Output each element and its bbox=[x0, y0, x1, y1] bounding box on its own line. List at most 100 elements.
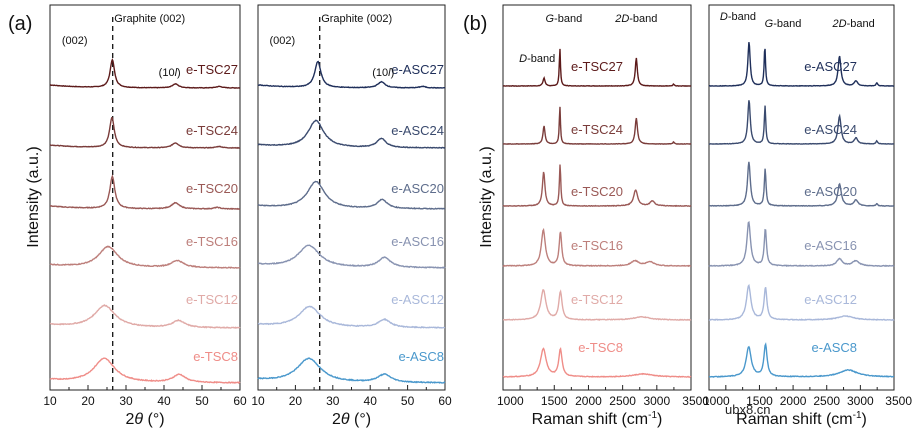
x-tick-label: 3500 bbox=[682, 394, 709, 408]
series-line-e-ASC12 bbox=[257, 305, 446, 329]
series-line-e-ASC20 bbox=[257, 180, 446, 210]
x-tick-label: 2500 bbox=[813, 394, 840, 408]
x-tick-label: 30 bbox=[326, 394, 340, 408]
series-line-e-TSC24 bbox=[502, 106, 692, 145]
d-band-annotation: D-band bbox=[519, 53, 555, 65]
series-label-e-TSC8: e-TSC8 bbox=[193, 349, 238, 364]
series-label-e-TSC20: e-TSC20 bbox=[186, 181, 238, 196]
series-line-e-ASC20 bbox=[708, 161, 895, 207]
x-axis-title: 2θ (°) bbox=[332, 411, 371, 428]
x-tick-label: 3500 bbox=[885, 394, 912, 408]
2d-band-annotation: 2D-band bbox=[832, 18, 875, 30]
x-tick-label: 60 bbox=[438, 394, 452, 408]
x-tick-label: 1000 bbox=[497, 394, 524, 408]
x-tick-label: 1500 bbox=[746, 394, 773, 408]
panel-label-b: (b) bbox=[463, 13, 487, 35]
series-label-e-TSC27: e-TSC27 bbox=[571, 59, 623, 74]
series-line-e-TSC27 bbox=[49, 58, 241, 89]
peak-10l-annotation: (10l) bbox=[372, 67, 394, 79]
series-label-e-ASC24: e-ASC24 bbox=[391, 123, 444, 138]
series-line-e-ASC12 bbox=[708, 283, 895, 321]
series-label-e-ASC27: e-ASC27 bbox=[804, 59, 857, 74]
peak-002-annotation: (002) bbox=[62, 35, 88, 47]
series-line-e-ASC27 bbox=[257, 60, 446, 89]
x-tick-label: 2000 bbox=[780, 394, 807, 408]
g-band-annotation: G-band bbox=[545, 13, 582, 25]
series-line-e-TSC8 bbox=[502, 346, 692, 378]
series-label-e-ASC16: e-ASC16 bbox=[804, 238, 857, 253]
series-label-e-TSC12: e-TSC12 bbox=[571, 292, 623, 307]
series-line-e-TSC24 bbox=[49, 116, 241, 150]
series-line-e-TSC8 bbox=[49, 357, 241, 385]
series-line-e-ASC16 bbox=[257, 244, 446, 269]
2d-band-annotation: 2D-band bbox=[614, 13, 657, 25]
series-label-e-ASC24: e-ASC24 bbox=[804, 122, 857, 137]
series-label-e-TSC24: e-TSC24 bbox=[186, 123, 238, 138]
chart-panel-2: 10 20 30 40 50 60 2θ (°) e-ASC27 e-ASC24 e-ASC20 e… bbox=[251, 4, 452, 428]
series-label-e-TSC27: e-TSC27 bbox=[186, 62, 238, 77]
series-label-e-ASC8: e-ASC8 bbox=[398, 349, 444, 364]
x-axis-title: Raman shift (cm-1) bbox=[736, 410, 867, 428]
x-axis-title: Raman shift (cm-1) bbox=[532, 410, 663, 428]
x-tick-label: 20 bbox=[289, 394, 303, 408]
series-label-e-TSC20: e-TSC20 bbox=[571, 184, 623, 199]
series-label-e-TSC16: e-TSC16 bbox=[186, 234, 238, 249]
series-line-e-ASC16 bbox=[708, 220, 895, 268]
series-label-e-ASC12: e-ASC12 bbox=[391, 292, 444, 307]
series-line-e-ASC8 bbox=[257, 357, 446, 384]
g-band-annotation: G-band bbox=[765, 18, 802, 30]
panel-label-a: (a) bbox=[8, 13, 32, 35]
series-line-e-TSC27 bbox=[502, 48, 692, 87]
x-tick-label: 20 bbox=[81, 394, 95, 408]
series-line-e-TSC12 bbox=[502, 289, 692, 322]
series-label-e-ASC12: e-ASC12 bbox=[804, 292, 857, 307]
graphite-annotation: Graphite (002) bbox=[114, 13, 185, 25]
x-tick-label: 2500 bbox=[609, 394, 636, 408]
x-tick-label: 40 bbox=[157, 394, 171, 408]
series-line-e-ASC27 bbox=[709, 42, 895, 87]
series-label-e-ASC27: e-ASC27 bbox=[391, 62, 444, 77]
series-label-e-ASC20: e-ASC20 bbox=[804, 184, 857, 199]
series-label-e-ASC20: e-ASC20 bbox=[391, 181, 444, 196]
x-tick-label: 3000 bbox=[643, 394, 670, 408]
x-tick-label: 50 bbox=[195, 394, 209, 408]
y-axis-title-a: Intensity (a.u.) bbox=[25, 146, 42, 247]
series-line-e-TSC12 bbox=[49, 304, 241, 330]
series-label-e-TSC12: e-TSC12 bbox=[186, 292, 238, 307]
series-line-e-ASC24 bbox=[257, 119, 446, 149]
plot-frame bbox=[708, 4, 895, 391]
series-line-e-TSC20 bbox=[502, 164, 692, 208]
y-axis-title-b: Intensity (a.u.) bbox=[478, 146, 495, 247]
peak-002-annotation: (002) bbox=[269, 35, 295, 47]
series-line-e-ASC24 bbox=[708, 100, 895, 145]
series-line-e-TSC20 bbox=[49, 174, 241, 210]
peak-10l-annotation: (10l) bbox=[159, 67, 181, 79]
series-label-e-ASC8: e-ASC8 bbox=[811, 340, 857, 355]
series-line-e-TSC16 bbox=[49, 245, 241, 269]
x-axis-title: 2θ (°) bbox=[125, 411, 164, 428]
x-tick-label: 2000 bbox=[575, 394, 602, 408]
x-tick-label: 60 bbox=[233, 394, 247, 408]
x-tick-label: 10 bbox=[251, 394, 265, 408]
series-line-e-TSC16 bbox=[502, 227, 692, 268]
x-tick-label: 1500 bbox=[541, 394, 568, 408]
x-tick-label: 10 bbox=[43, 394, 57, 408]
series-label-e-ASC16: e-ASC16 bbox=[391, 234, 444, 249]
graphite-annotation: Graphite (002) bbox=[321, 13, 392, 25]
series-label-e-TSC24: e-TSC24 bbox=[571, 122, 623, 137]
series-line-e-ASC8 bbox=[708, 342, 895, 378]
x-tick-label: 1000 bbox=[703, 394, 730, 408]
x-tick-label: 3000 bbox=[847, 394, 874, 408]
x-tick-label: 50 bbox=[401, 394, 415, 408]
chart-panel-4: 1000 1500 2000 2500 3000 3500 Raman shift (cm-… bbox=[703, 4, 912, 428]
series-label-e-TSC8: e-TSC8 bbox=[578, 340, 623, 355]
x-tick-label: 30 bbox=[119, 394, 133, 408]
x-tick-label: 40 bbox=[364, 394, 378, 408]
chart-panel-3: 1000 1500 2000 2500 3000 3500 Raman shift (cm-… bbox=[497, 4, 709, 428]
watermark-text: ubx8.cn bbox=[725, 402, 771, 417]
chart-panel-1: 10 20 30 40 50 60 2θ (°) e-TSC27 e-TSC24 e-TSC20 e… bbox=[43, 4, 247, 428]
series-label-e-TSC16: e-TSC16 bbox=[571, 238, 623, 253]
d-band-annotation: D-band bbox=[720, 11, 756, 23]
plot-frame bbox=[502, 4, 692, 391]
